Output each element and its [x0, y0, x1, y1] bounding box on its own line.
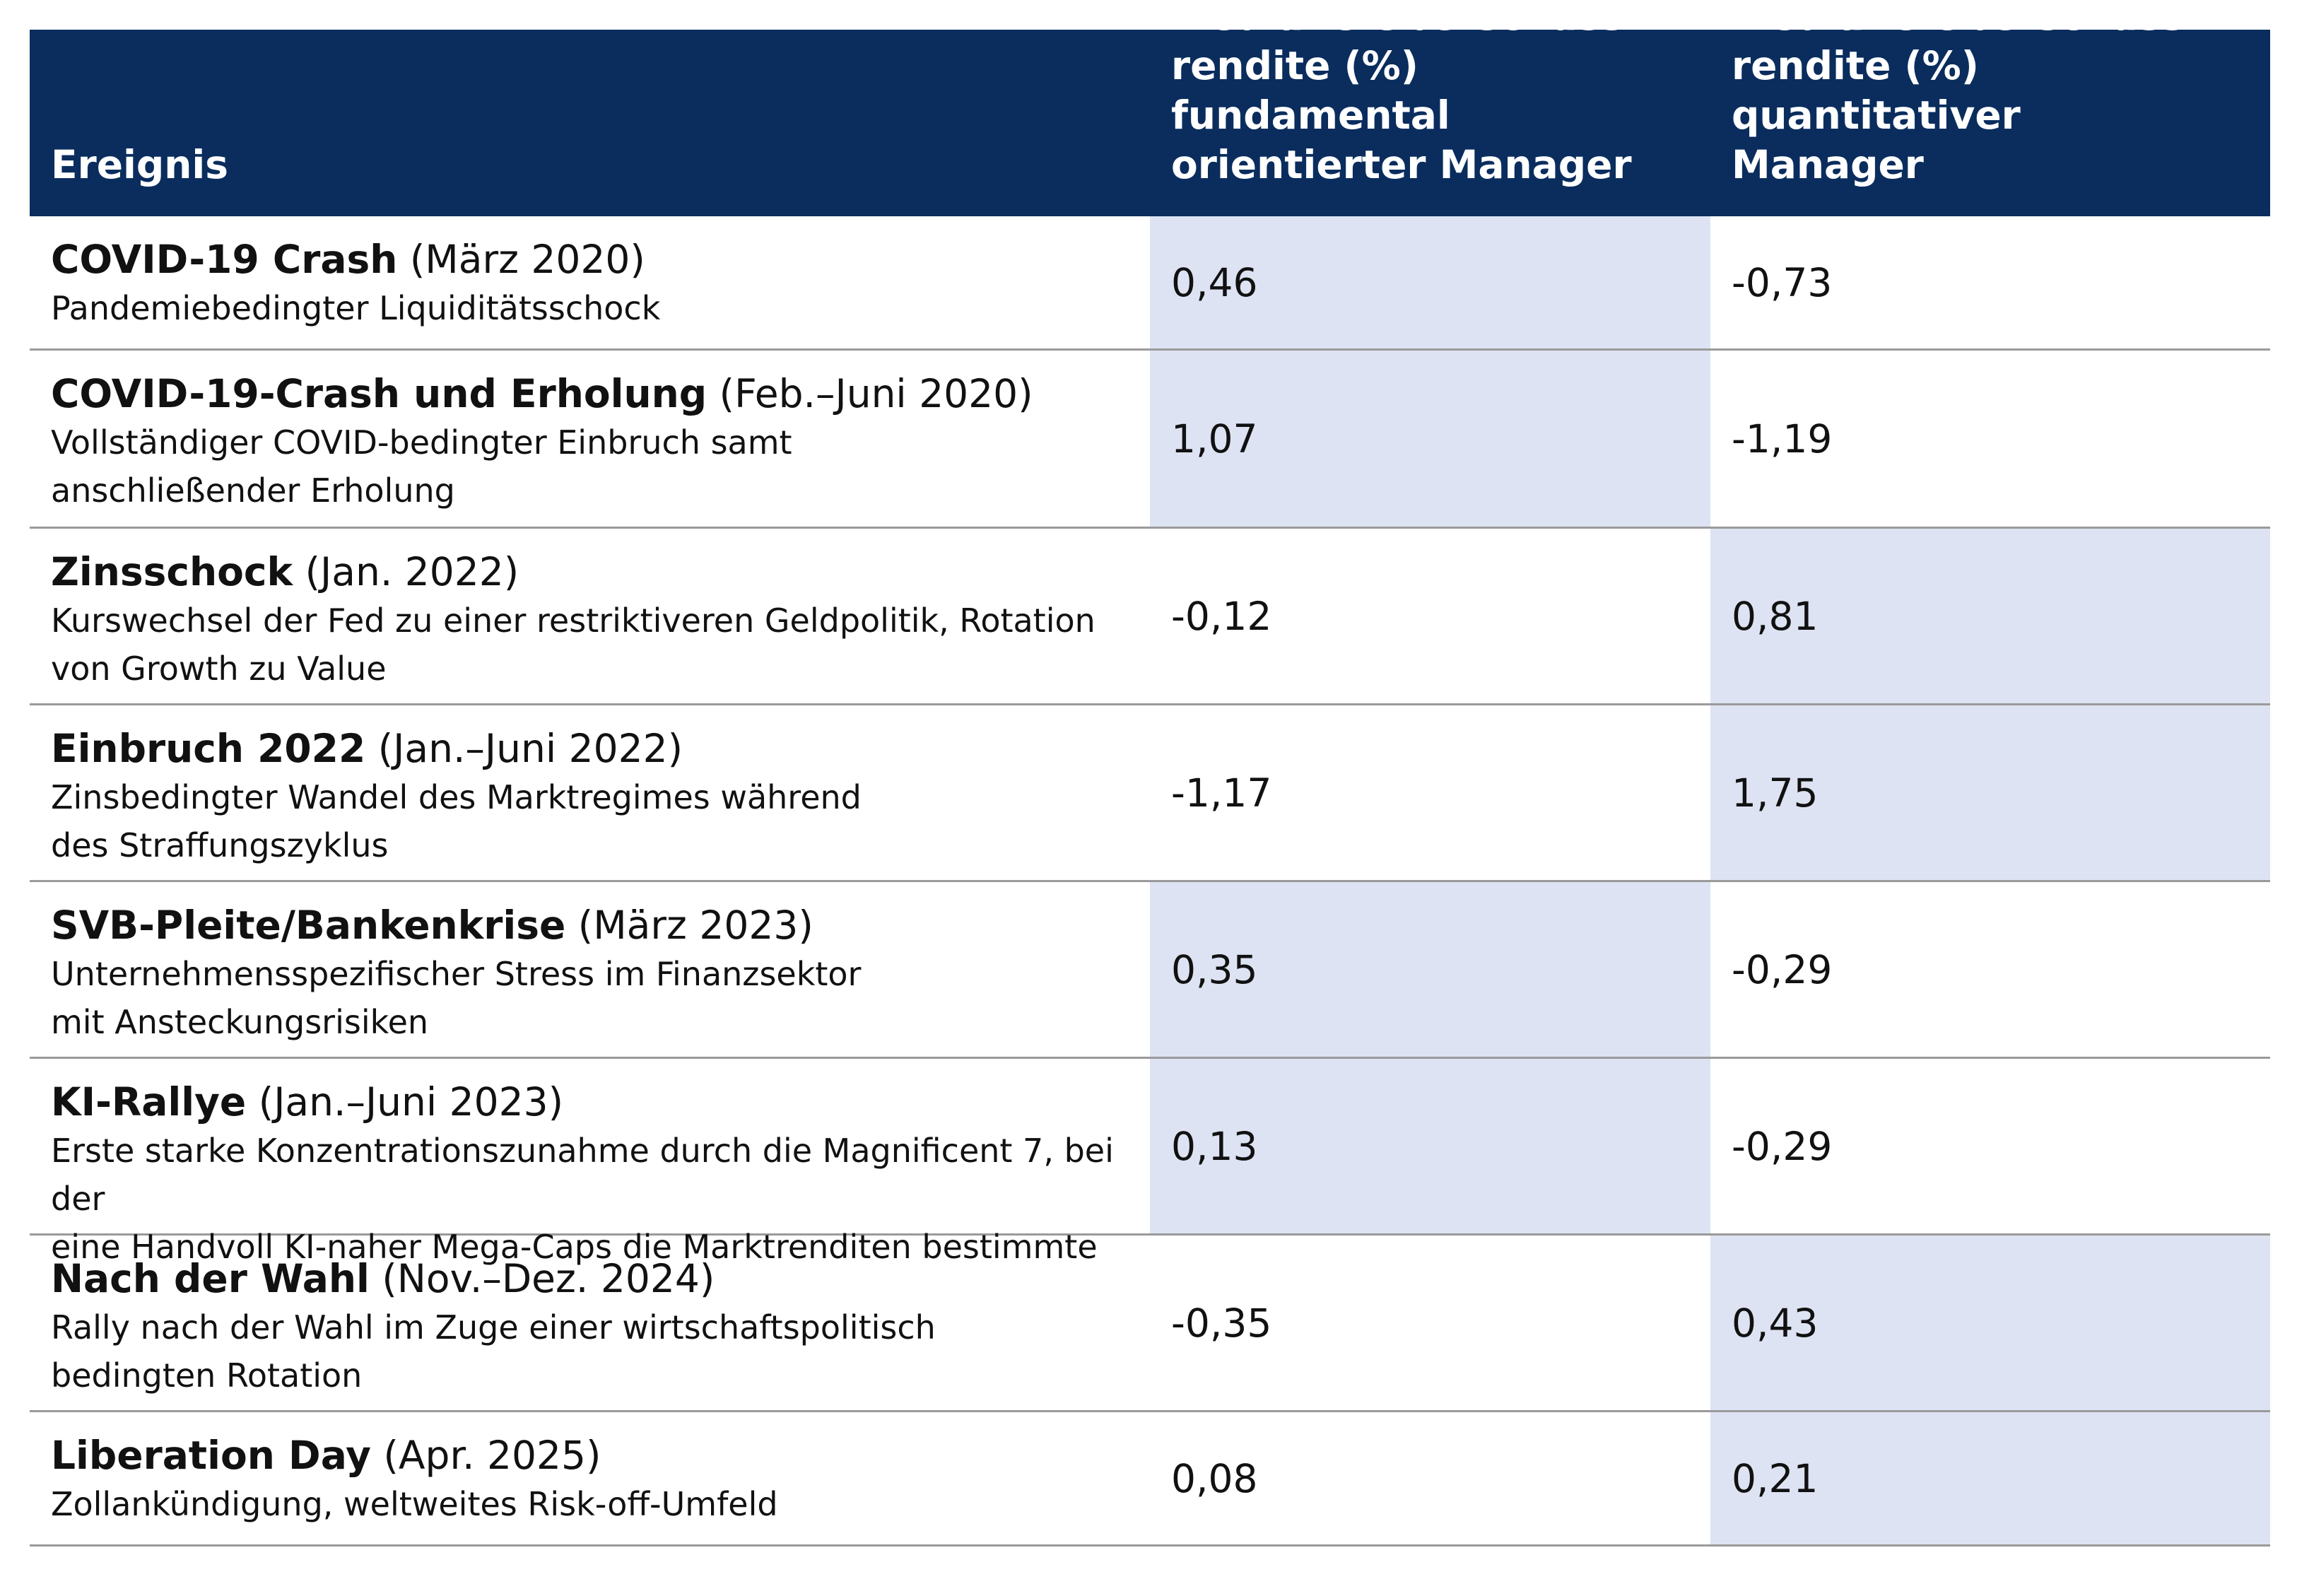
- header-event: Ereignis: [51, 142, 228, 187]
- event-title: Einbruch 2022 (Jan.–Juni 2022): [51, 724, 1129, 773]
- event-period: (Jan. 2022): [305, 549, 519, 594]
- event-cell: Nach der Wahl (Nov.–Dez. 2024) Rally nach…: [30, 1236, 1150, 1410]
- table-row: Zinsschock (Jan. 2022) Kurswechsel der Fe…: [30, 529, 2270, 705]
- event-period: (März 2023): [577, 903, 813, 948]
- fundamental-value: -1,17: [1171, 770, 1272, 816]
- table-row: SVB-Pleite/Bankenkrise (März 2023) Untern…: [30, 882, 2270, 1059]
- quantitative-value: -1,19: [1732, 416, 1833, 462]
- table-header: Ereignis Mediane Überschuss- rendite (%)…: [30, 0, 2270, 216]
- event-cell: Liberation Day (Apr. 2025) Zollankündigun…: [30, 1412, 1150, 1544]
- event-title: Nach der Wahl (Nov.–Dez. 2024): [51, 1254, 1129, 1303]
- event-name: COVID-19-Crash und Erholung: [51, 371, 707, 416]
- event-name: SVB-Pleite/Bankenkrise: [51, 903, 566, 948]
- event-period: (Feb.–Juni 2020): [719, 371, 1033, 416]
- event-description: Kurswechsel der Fed zu einer restriktive…: [51, 602, 1095, 688]
- event-period: (Jan.–Juni 2023): [258, 1079, 564, 1125]
- event-description: Vollständiger COVID-bedingter Einbruch s…: [51, 423, 792, 510]
- quantitative-value: -0,29: [1732, 1123, 1833, 1169]
- fundamental-value: 0,46: [1150, 216, 1710, 348]
- event-title: KI-Rallye (Jan.–Juni 2023): [51, 1077, 1129, 1127]
- quantitative-value: 1,75: [1710, 705, 2270, 880]
- event-name: COVID-19 Crash: [51, 237, 398, 282]
- event-description: Rally nach der Wahl im Zuge einer wirtsc…: [51, 1308, 936, 1395]
- quantitative-value: 0,81: [1710, 529, 2270, 703]
- fundamental-value: -0,35: [1171, 1300, 1272, 1346]
- table-row: Nach der Wahl (Nov.–Dez. 2024) Rally nach…: [30, 1236, 2270, 1412]
- event-description: Pandemiebedingter Liquiditätsschock: [51, 289, 661, 327]
- table-row: Einbruch 2022 (Jan.–Juni 2022) Zinsbeding…: [30, 705, 2270, 882]
- fundamental-value: 0,08: [1171, 1455, 1258, 1501]
- quantitative-value: 0,21: [1710, 1412, 2270, 1544]
- event-title: Zinsschock (Jan. 2022): [51, 547, 1129, 597]
- fundamental-value: 1,07: [1150, 351, 1710, 527]
- returns-table: Ereignis Mediane Überschuss- rendite (%)…: [30, 0, 2270, 1547]
- table-body: COVID-19 Crash (März 2020) Pandemiebeding…: [30, 216, 2270, 1547]
- event-description: Erste starke Konzentrationszunahme durch…: [51, 1132, 1114, 1266]
- table-row: KI-Rallye (Jan.–Juni 2023) Erste starke K…: [30, 1059, 2270, 1266]
- event-name: Nach der Wahl: [51, 1256, 370, 1301]
- header-fundamental: Mediane Überschuss- rendite (%) fundamen…: [1171, 0, 1640, 187]
- event-period: (Jan.–Juni 2022): [377, 726, 683, 771]
- event-name: Einbruch 2022: [51, 726, 366, 771]
- event-title: SVB-Pleite/Bankenkrise (März 2023): [51, 900, 1129, 950]
- event-cell: SVB-Pleite/Bankenkrise (März 2023) Untern…: [30, 882, 1150, 1057]
- table-row: COVID-19 Crash (März 2020) Pandemiebeding…: [30, 216, 2270, 351]
- quantitative-value: 0,43: [1710, 1236, 2270, 1410]
- event-title: COVID-19-Crash und Erholung (Feb.–Juni 2…: [51, 369, 1129, 418]
- event-cell: Einbruch 2022 (Jan.–Juni 2022) Zinsbeding…: [30, 705, 1150, 880]
- fundamental-value: 0,35: [1150, 882, 1710, 1057]
- event-cell: COVID-19-Crash und Erholung (Feb.–Juni 2…: [30, 351, 1150, 527]
- header-quantitative: Mediane Überschuss- rendite (%) quantita…: [1732, 0, 2201, 187]
- quantitative-value: -0,73: [1732, 259, 1833, 305]
- event-name: KI-Rallye: [51, 1079, 247, 1125]
- event-description: Zinsbedingter Wandel des Marktregimes wä…: [51, 778, 862, 864]
- table-row: Liberation Day (Apr. 2025) Zollankündigun…: [30, 1412, 2270, 1547]
- event-description: Unternehmensspezifischer Stress im Finan…: [51, 955, 862, 1041]
- event-name: Liberation Day: [51, 1433, 371, 1478]
- event-cell: COVID-19 Crash (März 2020) Pandemiebeding…: [30, 216, 1150, 348]
- event-period: (März 2020): [409, 237, 645, 282]
- event-title: COVID-19 Crash (März 2020): [51, 235, 1129, 284]
- fundamental-value: 0,13: [1150, 1059, 1710, 1233]
- event-title: Liberation Day (Apr. 2025): [51, 1431, 1129, 1480]
- fundamental-value: -0,12: [1171, 593, 1272, 639]
- event-description: Zollankündigung, weltweites Risk-off-Umf…: [51, 1485, 778, 1523]
- event-cell: KI-Rallye (Jan.–Juni 2023) Erste starke K…: [30, 1059, 1150, 1266]
- event-period: (Apr. 2025): [383, 1433, 601, 1478]
- event-period: (Nov.–Dez. 2024): [382, 1256, 715, 1301]
- table-row: COVID-19-Crash und Erholung (Feb.–Juni 2…: [30, 351, 2270, 529]
- quantitative-value: -0,29: [1732, 946, 1833, 992]
- event-name: Zinsschock: [51, 549, 293, 594]
- event-cell: Zinsschock (Jan. 2022) Kurswechsel der Fe…: [30, 529, 1150, 703]
